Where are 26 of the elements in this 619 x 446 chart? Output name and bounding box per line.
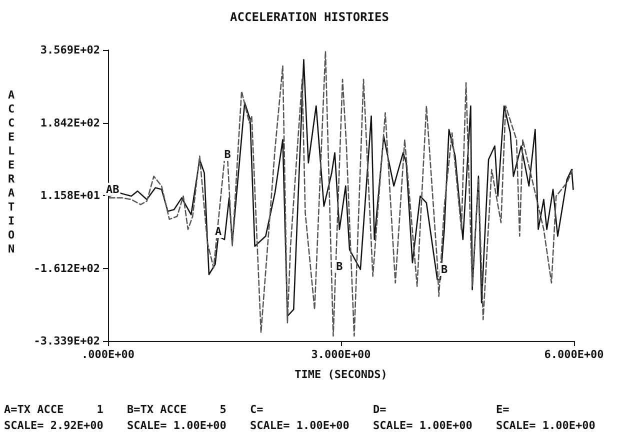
text: SCALE= 1.00E+00 — [250, 419, 350, 432]
text: C= — [250, 403, 264, 416]
x-tick-label: .000E+00 — [82, 348, 134, 361]
chart-title: ACCELERATION HISTORIES — [230, 10, 389, 24]
y-tick-label: 1.842E+02 — [40, 116, 100, 130]
x-tick-label: 3.000E+00 — [311, 348, 371, 361]
text: A=TX ACCE 1 — [4, 403, 104, 416]
y-tick-label: 1.158E+01 — [40, 188, 100, 202]
text: ACCELERATION — [8, 88, 15, 256]
annotation: A — [214, 225, 222, 238]
y-tick-label: -3.339E+02 — [34, 334, 100, 348]
x-tick-label: 6.000E+00 — [544, 348, 604, 361]
text: E= — [496, 403, 510, 416]
annotation: B — [336, 260, 344, 273]
text: SCALE= 2.92E+00 — [4, 419, 104, 432]
x-axis-title: TIME (SECONDS) — [294, 368, 388, 381]
annotation: B — [224, 148, 232, 161]
annotation: B — [440, 262, 448, 276]
annotation: AB — [106, 182, 120, 196]
text: SCALE= 1.00E+00 — [373, 419, 472, 432]
text: D= — [373, 403, 387, 416]
text: SCALE= 1.00E+00 — [496, 419, 596, 432]
y-tick-label: -1.612E+02 — [34, 262, 100, 275]
text: B=TX ACCE 5 — [127, 403, 226, 416]
y-tick-label: 3.569E+02 — [40, 44, 100, 56]
text: SCALE= 1.00E+00 — [127, 419, 226, 432]
